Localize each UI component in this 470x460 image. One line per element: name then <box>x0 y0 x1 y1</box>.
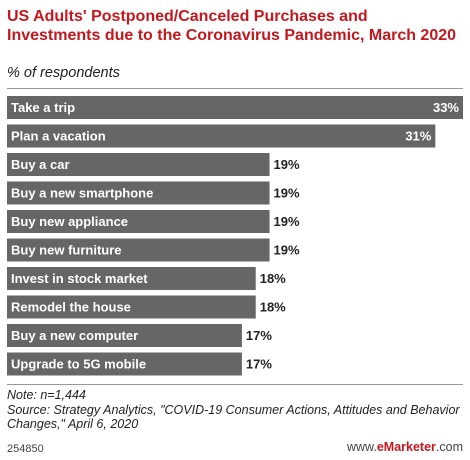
chart-title: US Adults' Postponed/Canceled Purchases … <box>7 8 457 44</box>
value-label: 17% <box>246 328 272 343</box>
value-label: 18% <box>260 271 286 286</box>
brand-logo: www.eMarketer.com <box>346 440 463 454</box>
bar <box>7 238 270 262</box>
bottom-divider <box>7 384 463 385</box>
bar <box>7 181 270 205</box>
category-label: Buy new appliance <box>11 214 128 229</box>
bar <box>7 324 242 347</box>
category-label: Buy new furniture <box>11 243 122 258</box>
value-label: 19% <box>274 157 300 172</box>
value-label: 17% <box>246 357 272 372</box>
category-label: Remodel the house <box>11 300 131 315</box>
source-text: Source: Strategy Analytics, "COVID-19 Co… <box>7 402 460 432</box>
category-label: Buy a new computer <box>11 328 138 343</box>
value-label: 19% <box>274 243 300 258</box>
value-label: 19% <box>274 214 300 229</box>
chart-notes: Note: n=1,444 Source: Strategy Analytics… <box>7 388 467 432</box>
bar <box>7 295 256 319</box>
value-label: 33% <box>433 100 459 115</box>
note-text: Note: n=1,444 <box>7 388 86 402</box>
chart-id: 254850 <box>7 443 44 455</box>
category-label: Buy a new smartphone <box>11 186 153 201</box>
category-label: Plan a vacation <box>11 129 106 144</box>
bar <box>7 124 436 148</box>
value-label: 19% <box>274 186 300 201</box>
top-divider <box>7 88 463 89</box>
bar <box>7 352 242 376</box>
value-label: 31% <box>405 129 431 144</box>
category-label: Invest in stock market <box>11 271 148 286</box>
category-label: Buy a car <box>11 157 70 172</box>
bar <box>7 96 463 119</box>
category-label: Upgrade to 5G mobile <box>11 357 146 372</box>
bar <box>7 153 270 176</box>
bar <box>7 210 270 233</box>
bar <box>7 267 256 290</box>
value-label: 18% <box>260 300 286 315</box>
chart-subtitle: % of respondents <box>7 65 120 81</box>
category-label: Take a trip <box>11 100 75 115</box>
